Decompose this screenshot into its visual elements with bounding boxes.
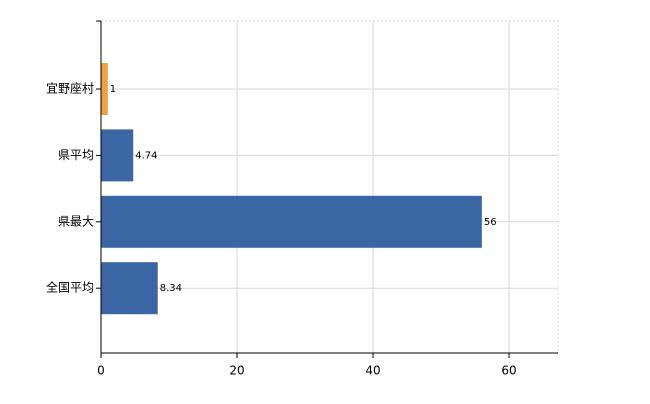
x-tick-label: 40 bbox=[365, 364, 380, 378]
y-tick-label: 県平均 bbox=[58, 148, 94, 162]
x-tick-label: 60 bbox=[501, 364, 516, 378]
bar bbox=[101, 129, 134, 182]
value-label: 4.74 bbox=[135, 150, 157, 161]
bar bbox=[101, 63, 108, 115]
value-label: 8.34 bbox=[160, 283, 182, 294]
x-tick-label: 0 bbox=[97, 364, 105, 378]
y-tick-label: 県最大 bbox=[58, 214, 94, 228]
value-label: 1 bbox=[110, 84, 116, 95]
bar bbox=[101, 195, 482, 248]
y-tick-label: 全国平均 bbox=[46, 280, 94, 295]
bar bbox=[101, 262, 158, 315]
y-tick-label: 宜野座村 bbox=[46, 81, 94, 96]
x-tick-label: 20 bbox=[229, 364, 244, 378]
value-label: 56 bbox=[484, 217, 497, 228]
